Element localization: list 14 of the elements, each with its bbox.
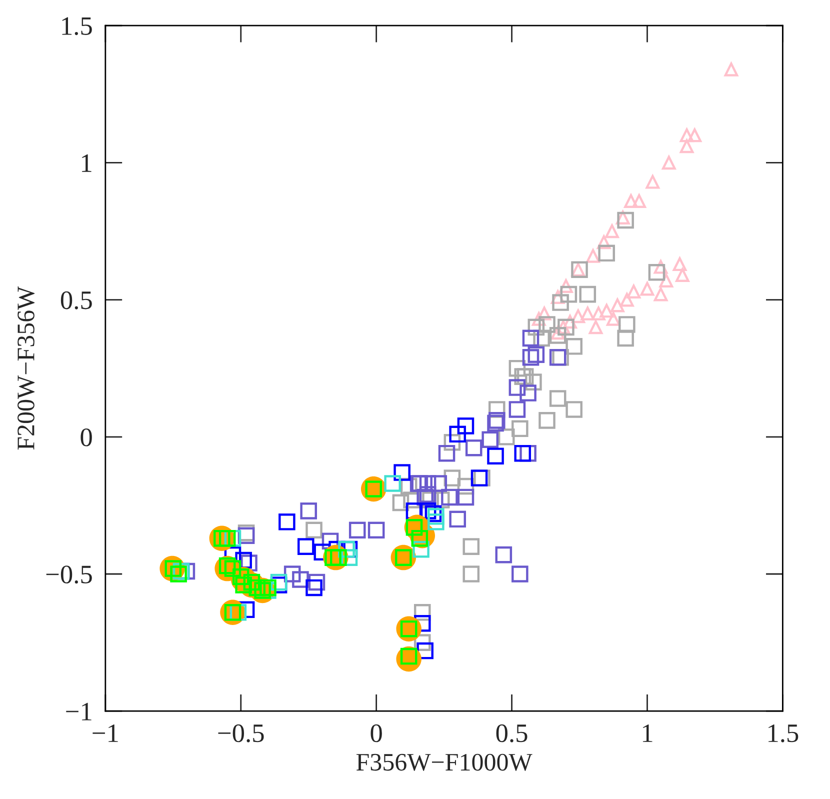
x-tick-label: 0.5 [496, 724, 528, 742]
y-tick-label: −0.5 [46, 566, 92, 584]
y-axis-title: F200W−F356W [18, 286, 35, 450]
y-tick-label: 1 [82, 154, 92, 172]
y-tick-label: 0.5 [60, 291, 92, 310]
x-tick-label: −0.5 [218, 724, 264, 742]
y-tick-label: 0 [80, 428, 92, 446]
x-tick-label: −1 [92, 724, 118, 742]
x-axis-title: F356W−F1000W [356, 754, 532, 771]
y-tick-label: −1 [66, 702, 92, 720]
x-tick-label: 1.5 [768, 724, 798, 742]
x-tick-label: 1 [642, 724, 652, 742]
x-tick-label: 0 [370, 724, 382, 742]
y-tick-label: 1.5 [62, 17, 92, 36]
